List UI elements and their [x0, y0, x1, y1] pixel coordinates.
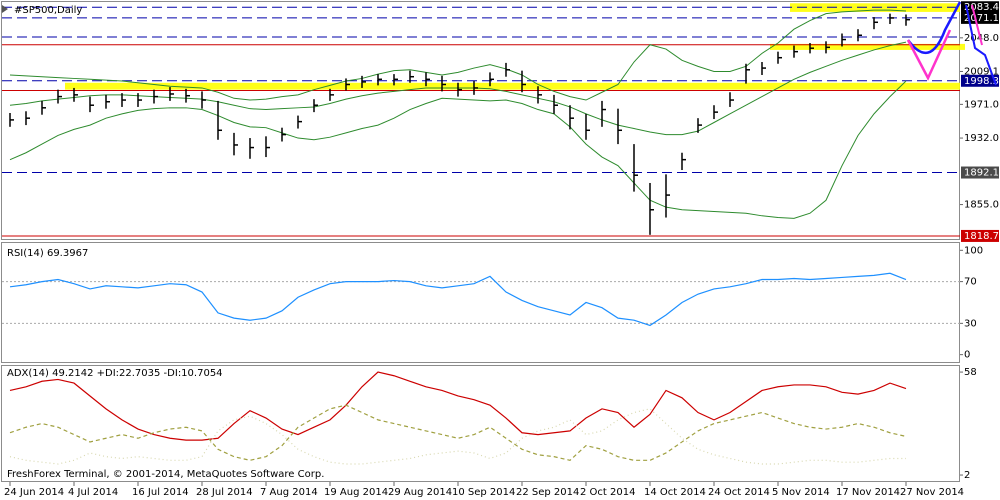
x-tick-label: 22 Sep 2014 [516, 487, 579, 498]
forecast-arrow [906, 29, 952, 81]
zone [770, 43, 965, 50]
series-line [9, 404, 907, 461]
level-label: 1818.7 [964, 231, 999, 242]
y-tick-label: 30 [964, 318, 977, 329]
level-label: 1892.1 [964, 168, 999, 179]
series-line [9, 371, 907, 441]
panel-marker [2, 5, 8, 13]
price-panel [1, 1, 960, 240]
y-tick-label: 70 [964, 277, 977, 288]
x-tick-label: 29 Aug 2014 [388, 487, 452, 498]
series-line [9, 80, 907, 219]
x-tick-label: 19 Aug 2014 [324, 487, 388, 498]
x-tick-label: 24 Oct 2014 [708, 487, 770, 498]
rsi-title: RSI(14) 69.3967 [7, 248, 88, 259]
x-tick-label: 7 Aug 2014 [260, 487, 318, 498]
y-tick-label: 0 [964, 350, 970, 361]
x-tick-label: 16 Jul 2014 [132, 487, 189, 498]
adx-title: ADX(14) 49.2142 +DI:22.7035 -DI:10.7054 [7, 368, 223, 379]
x-tick-label: 4 Jul 2014 [68, 487, 118, 498]
zone [65, 82, 960, 90]
adx-panel [1, 365, 960, 482]
level-box [961, 11, 999, 24]
y-tick-label: 58 [964, 367, 977, 378]
series-line [9, 9, 907, 101]
x-tick-label: 10 Sep 2014 [452, 487, 515, 498]
x-tick-label: 24 Jun 2014 [4, 487, 64, 498]
y-tick-label: 2048.0 [964, 33, 999, 44]
series-line [9, 272, 907, 327]
level-box [961, 1, 999, 14]
footer: FreshForex Terminal, © 2001-2014, MetaQu… [7, 469, 324, 480]
chart-title: #SP500,Daily [14, 5, 82, 16]
forecast-arrow [971, 4, 983, 46]
series-line [9, 408, 906, 465]
x-tick-label: 2 Oct 2014 [580, 487, 635, 498]
x-tick-label: 28 Jul 2014 [196, 487, 253, 498]
level-box [961, 74, 999, 87]
level-label: 1998.3 [964, 76, 999, 87]
level-box [961, 166, 999, 179]
y-tick-label: 2 [964, 470, 970, 481]
y-tick-label: 100 [964, 245, 983, 256]
x-tick-label: 27 Nov 2014 [900, 487, 964, 498]
forecast-arrow [965, 4, 997, 86]
x-tick-label: 14 Oct 2014 [644, 487, 706, 498]
level-box [961, 229, 999, 242]
forecast-arrow [906, 1, 962, 55]
level-label: 2083.4 [964, 2, 999, 13]
y-tick-label: 1855.0 [964, 200, 999, 211]
y-tick-label: 1932.0 [964, 133, 999, 144]
y-tick-label: 2009.1 [964, 66, 999, 77]
y-tick-label: 1971.0 [964, 99, 999, 110]
level-label: 2071.1 [964, 13, 999, 24]
rsi-panel [1, 242, 960, 363]
x-tick-label: 5 Nov 2014 [772, 487, 830, 498]
x-tick-label: 17 Nov 2014 [836, 487, 900, 498]
